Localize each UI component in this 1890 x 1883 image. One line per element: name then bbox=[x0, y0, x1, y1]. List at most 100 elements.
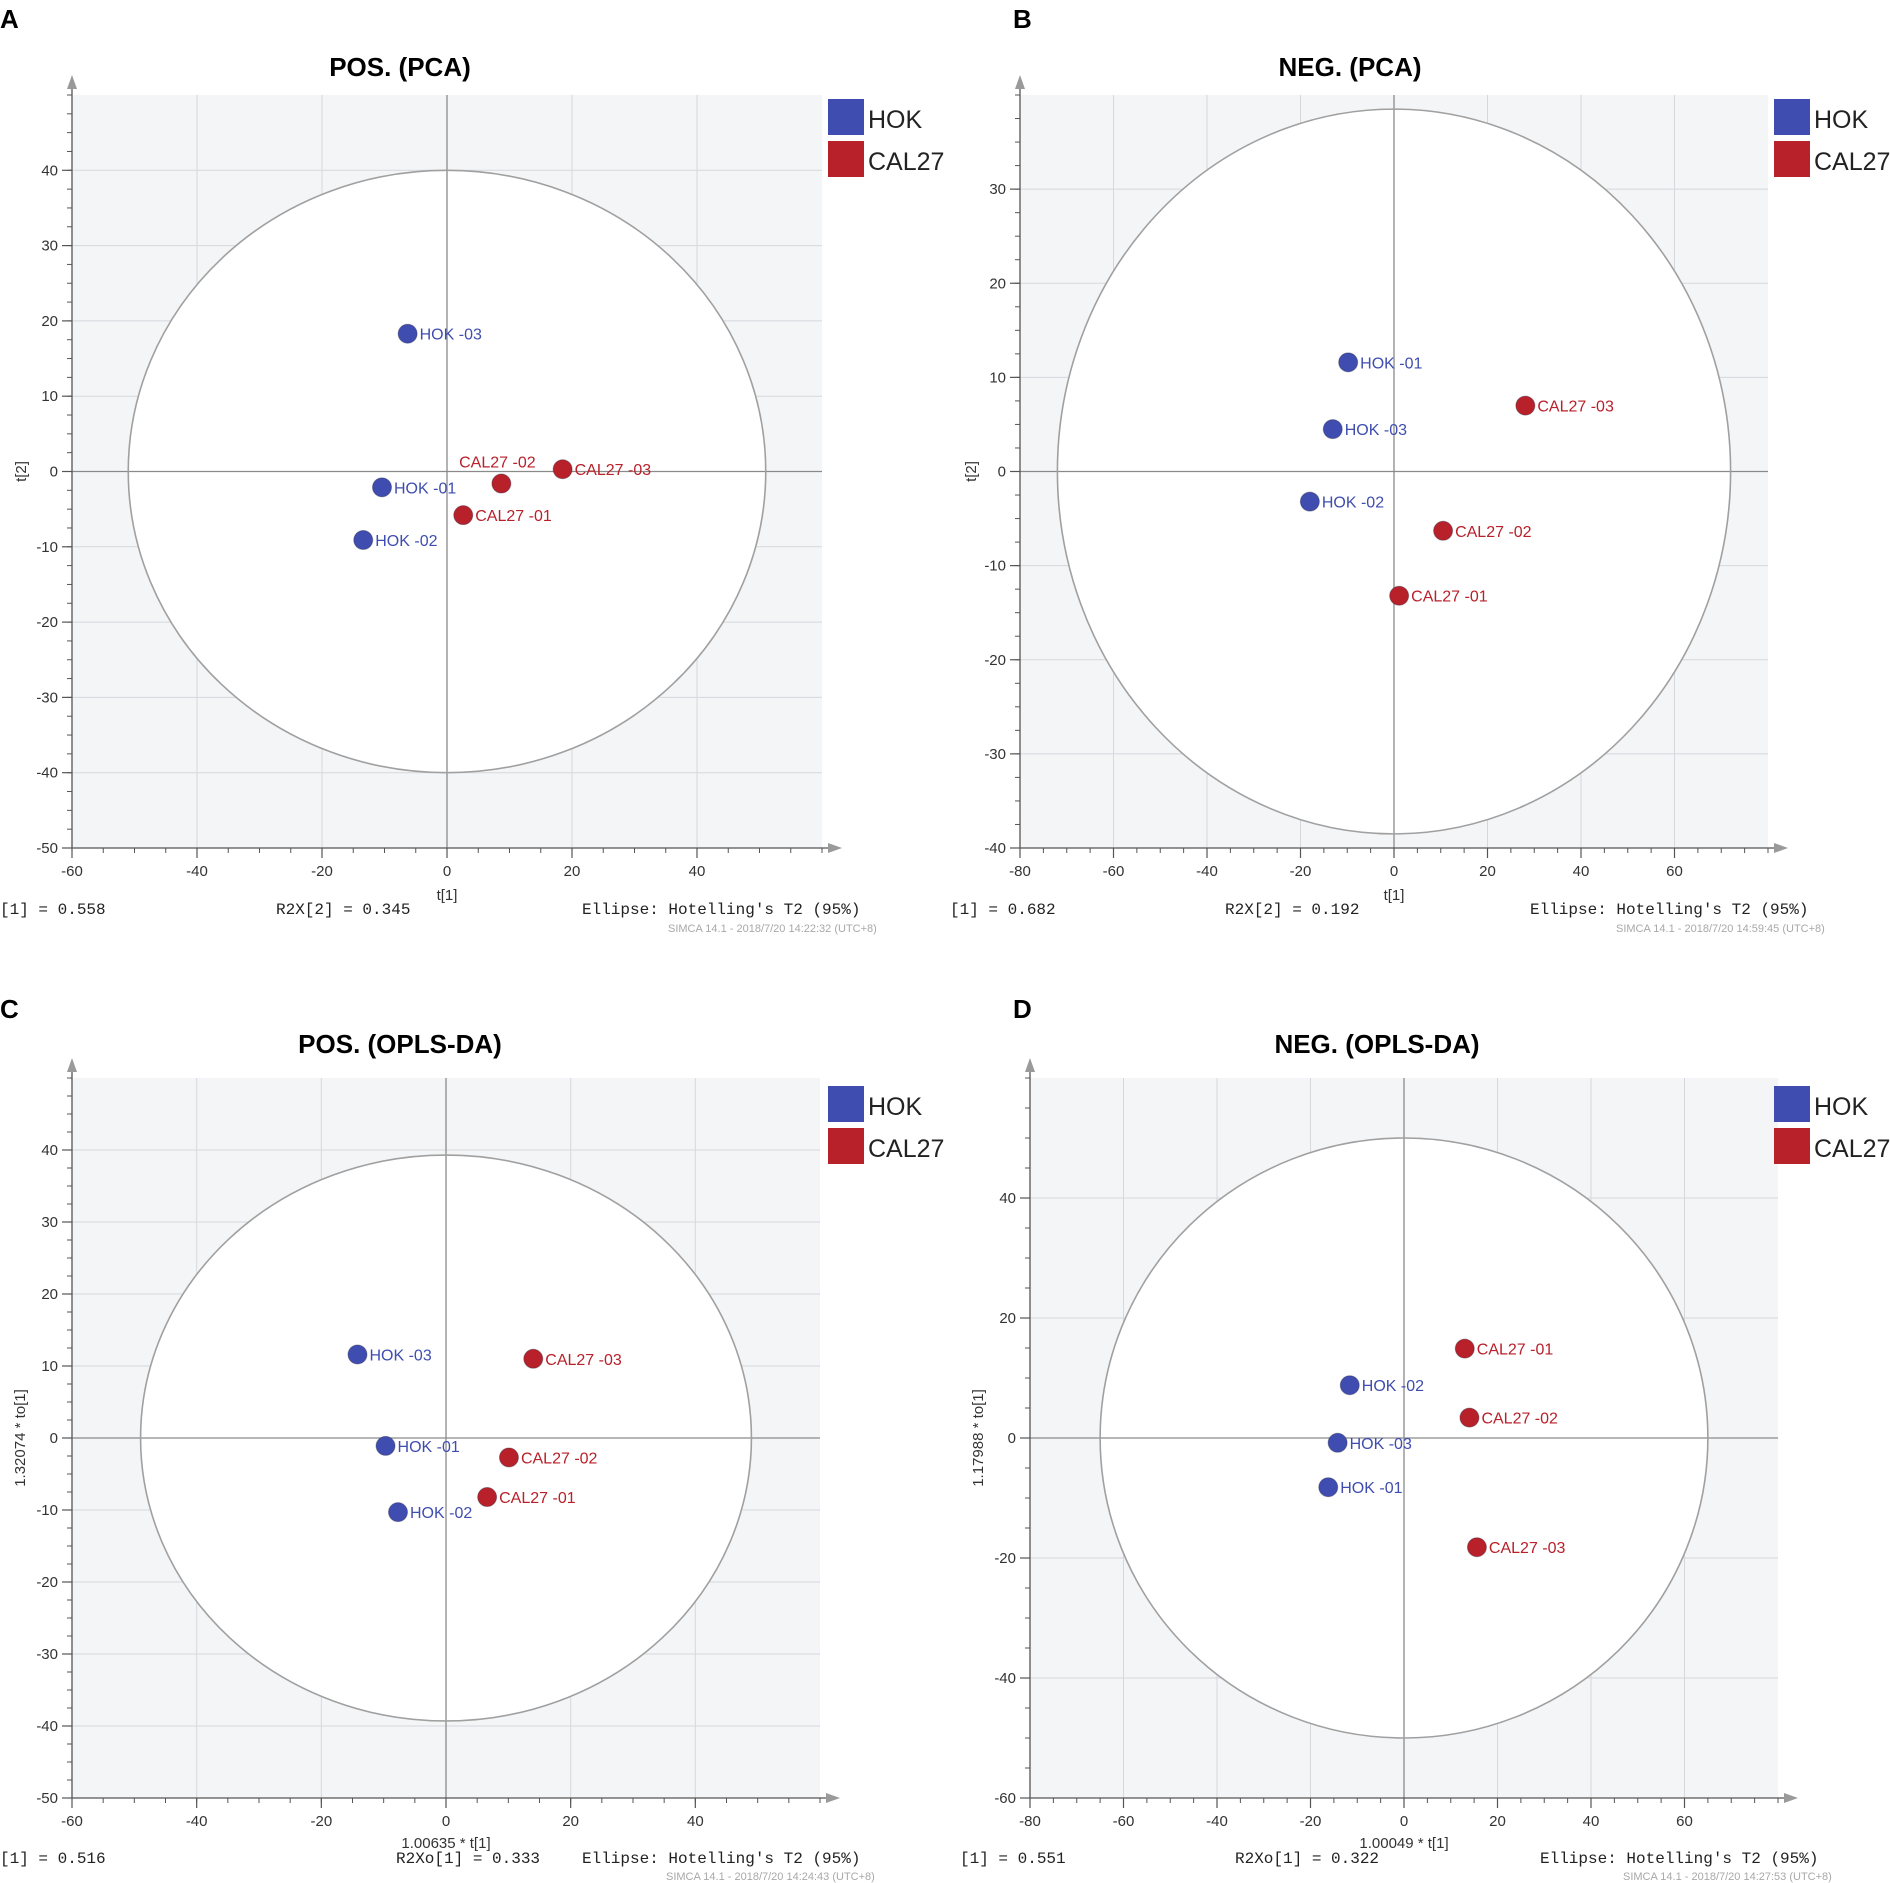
y-tick-label: 0 bbox=[1008, 1430, 1016, 1447]
data-point-hok bbox=[375, 1435, 396, 1456]
data-point-hok bbox=[1339, 1375, 1360, 1396]
x-tick-label: -20 bbox=[1300, 1813, 1322, 1830]
y-tick-label: 40 bbox=[999, 1190, 1016, 1207]
data-point-cal27 bbox=[1466, 1537, 1487, 1558]
legend-swatch-hok bbox=[828, 99, 864, 135]
y-tick-label: 40 bbox=[41, 1142, 58, 1159]
y-tick-label: -60 bbox=[994, 1790, 1016, 1807]
y-tick-label: -40 bbox=[984, 840, 1006, 857]
legend-swatch-cal27 bbox=[828, 141, 864, 177]
data-point-label: HOK -02 bbox=[1362, 1378, 1424, 1395]
data-point-hok bbox=[1327, 1432, 1348, 1453]
x-tick-label: 20 bbox=[562, 1813, 579, 1830]
x-tick-label: 0 bbox=[1400, 1813, 1408, 1830]
data-point-cal27 bbox=[1433, 520, 1454, 541]
panel-b: B NEG. (PCA) -80 -60 -40 -20 0 20 40 60 -40 -30 -20 -… bbox=[950, 4, 1890, 935]
legend-label: CAL27 bbox=[868, 148, 944, 176]
x-tick-label: -40 bbox=[1196, 863, 1218, 880]
x-tick-label: -60 bbox=[1113, 1813, 1135, 1830]
footer-variance-2: R2Xo[1] = 0.322 bbox=[1235, 1850, 1379, 1868]
legend-swatch-hok bbox=[1774, 99, 1810, 135]
data-point-label: CAL27 -02 bbox=[1455, 524, 1532, 541]
y-tick-label: 0 bbox=[998, 464, 1006, 481]
legend-label: HOK bbox=[868, 1093, 923, 1121]
data-point-cal27 bbox=[1459, 1407, 1480, 1428]
chart-title: NEG. (OPLS-DA) bbox=[1274, 1029, 1479, 1059]
data-point-label: HOK -01 bbox=[398, 1439, 460, 1456]
hotelling-ellipse bbox=[1056, 108, 1732, 835]
legend-swatch-cal27 bbox=[1774, 1128, 1810, 1164]
axes bbox=[1029, 1068, 1788, 1799]
data-point-hok bbox=[388, 1502, 409, 1523]
y-tick-label: -50 bbox=[36, 840, 58, 857]
x-tick-label: -80 bbox=[1009, 863, 1031, 880]
data-point-label: CAL27 -02 bbox=[459, 455, 536, 472]
data-point-cal27 bbox=[1389, 585, 1410, 606]
legend-label: HOK bbox=[1814, 1093, 1869, 1121]
footer-ellipse-note: Ellipse: Hotelling's T2 (95%) bbox=[582, 901, 860, 919]
chart-title: POS. (PCA) bbox=[329, 52, 471, 82]
footer-variance-1: [1] = 0.558 bbox=[0, 901, 106, 919]
data-point-hok bbox=[1338, 352, 1359, 373]
data-point-cal27 bbox=[1454, 1338, 1475, 1359]
y-axis-label: 1.17988 * to[1] bbox=[970, 1389, 987, 1487]
x-axis-arrow bbox=[1784, 1793, 1798, 1803]
footer-variance-1: [1] = 0.551 bbox=[960, 1850, 1066, 1868]
y-tick-label: 20 bbox=[41, 1286, 58, 1303]
x-tick-label: -40 bbox=[186, 863, 208, 880]
x-tick-label: 40 bbox=[1583, 1813, 1600, 1830]
y-axis-label: 1.32074 * to[1] bbox=[12, 1389, 29, 1487]
data-point-label: CAL27 -01 bbox=[1477, 1342, 1554, 1359]
y-tick-label: -10 bbox=[36, 539, 58, 556]
x-tick-label: -20 bbox=[1290, 863, 1312, 880]
data-point-cal27 bbox=[491, 473, 512, 494]
data-point-label: CAL27 -03 bbox=[545, 1352, 622, 1369]
footer-ellipse-note: Ellipse: Hotelling's T2 (95%) bbox=[582, 1850, 860, 1868]
data-point-label: CAL27 -02 bbox=[1481, 1411, 1558, 1428]
x-tick-label: 20 bbox=[564, 863, 581, 880]
data-point-label: HOK -01 bbox=[1360, 355, 1422, 372]
footer-variance-1: [1] = 0.516 bbox=[0, 1850, 106, 1868]
x-axis-arrow bbox=[1774, 843, 1788, 853]
data-point-hok bbox=[1299, 491, 1320, 512]
data-point-cal27 bbox=[523, 1348, 544, 1369]
data-point-cal27 bbox=[1515, 395, 1536, 416]
y-tick-label: -30 bbox=[984, 746, 1006, 763]
y-tick-label: 30 bbox=[41, 238, 58, 255]
panel-label: A bbox=[0, 4, 19, 34]
y-axis-label: t[2] bbox=[13, 461, 30, 482]
y-axis-arrow bbox=[1015, 75, 1025, 89]
y-tick-label: -20 bbox=[36, 614, 58, 631]
hotelling-ellipse bbox=[139, 1154, 753, 1722]
y-tick-label: -10 bbox=[36, 1502, 58, 1519]
x-tick-label: 60 bbox=[1666, 863, 1683, 880]
y-tick-label: -40 bbox=[36, 765, 58, 782]
data-point-label: CAL27 -02 bbox=[521, 1450, 598, 1467]
footer-ellipse-note: Ellipse: Hotelling's T2 (95%) bbox=[1540, 1850, 1818, 1868]
panel-c: C POS. (OPLS-DA) -60 -40 -20 0 20 40 -50 -40 -30 -2… bbox=[0, 994, 944, 1883]
y-axis-arrow bbox=[67, 75, 77, 89]
y-tick-label: -20 bbox=[984, 652, 1006, 669]
footer-variance-1: [1] = 0.682 bbox=[950, 901, 1056, 919]
chart-title: NEG. (PCA) bbox=[1279, 52, 1422, 82]
y-tick-label: -30 bbox=[36, 689, 58, 706]
legend-label: HOK bbox=[1814, 106, 1869, 134]
footer-variance-2: R2X[2] = 0.345 bbox=[276, 901, 410, 919]
x-tick-label: -60 bbox=[61, 1813, 83, 1830]
panel-a: A POS. (PCA) -60 -40 -20 0 20 40 -50 -40 -30 -20 -10… bbox=[0, 4, 944, 935]
axes bbox=[71, 85, 832, 849]
data-point-label: CAL27 -03 bbox=[575, 462, 652, 479]
footer-software-stamp: SIMCA 14.1 - 2018/7/20 14:24:43 (UTC+8) bbox=[666, 1871, 875, 1883]
data-point-cal27 bbox=[453, 505, 474, 526]
x-tick-label: 40 bbox=[689, 863, 706, 880]
footer-ellipse-note: Ellipse: Hotelling's T2 (95%) bbox=[1530, 901, 1808, 919]
data-point-hok bbox=[1318, 1477, 1339, 1498]
data-point-label: HOK -02 bbox=[1322, 495, 1384, 512]
panel-label: B bbox=[1013, 4, 1032, 34]
x-tick-label: -80 bbox=[1019, 1813, 1041, 1830]
data-point-label: HOK -03 bbox=[369, 1347, 431, 1364]
x-tick-label: 20 bbox=[1489, 1813, 1506, 1830]
footer-variance-2: R2X[2] = 0.192 bbox=[1225, 901, 1359, 919]
y-tick-label: -10 bbox=[984, 558, 1006, 575]
